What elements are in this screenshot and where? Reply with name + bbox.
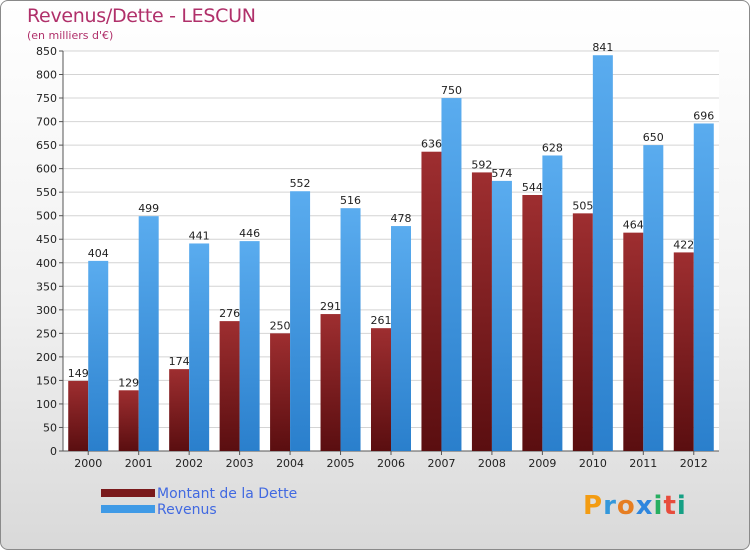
x-tick-label: 2008 — [478, 457, 506, 470]
bar-revenus — [340, 208, 361, 451]
bar-chart: 0 50 100 150 200 250 300 350 400 450 500 550 600 650 7… — [36, 41, 719, 470]
y-tick-label: 450 — [36, 233, 57, 246]
y-tick-label: 800 — [36, 69, 57, 82]
x-tick-label: 2004 — [276, 457, 304, 470]
legend-label-dette: Montant de la Dette — [157, 486, 298, 502]
data-label-dette: 592 — [471, 158, 492, 171]
bar-revenus — [138, 216, 159, 451]
bar-dette — [471, 172, 492, 452]
data-label-dette: 464 — [623, 219, 644, 232]
data-label-dette: 149 — [68, 367, 89, 380]
y-tick-label: 500 — [36, 210, 57, 223]
bar-dette — [421, 151, 442, 452]
bar-revenus — [189, 243, 210, 451]
data-label-revenus: 499 — [138, 202, 159, 215]
bar-revenus — [239, 241, 260, 451]
logo-letter: x — [635, 491, 654, 521]
y-tick-label: 600 — [36, 163, 57, 176]
y-tick-label: 650 — [36, 139, 57, 152]
data-label-dette: 544 — [522, 181, 543, 194]
data-label-revenus: 552 — [290, 177, 311, 190]
logo-letter: i — [676, 491, 687, 521]
bar-dette — [320, 314, 341, 451]
x-tick-label: 2012 — [680, 457, 708, 470]
y-tick-label: 0 — [50, 445, 57, 458]
chart-title: Revenus/Dette - LESCUN — [27, 5, 256, 27]
x-tick-label: 2001 — [125, 457, 153, 470]
data-label-dette: 129 — [118, 376, 139, 389]
bar-dette — [673, 252, 694, 451]
chart-subtitle: (en milliers d'€) — [27, 29, 114, 42]
data-label-dette: 636 — [421, 138, 442, 151]
data-label-revenus: 628 — [542, 141, 563, 154]
data-label-dette: 261 — [371, 314, 392, 327]
y-tick-label: 150 — [36, 374, 57, 387]
x-tick-label: 2005 — [327, 457, 355, 470]
y-tick-label: 350 — [36, 280, 57, 293]
data-label-revenus: 650 — [643, 131, 664, 144]
bar-dette — [169, 369, 190, 451]
legend-swatch-revenus — [101, 505, 155, 513]
x-tick-label: 2011 — [629, 457, 657, 470]
data-label-revenus: 441 — [189, 229, 210, 242]
x-tick-label: 2009 — [528, 457, 556, 470]
bar-dette — [270, 333, 291, 451]
bar-dette — [522, 195, 543, 451]
y-tick-label: 100 — [36, 398, 57, 411]
logo-letter: o — [616, 491, 636, 521]
proxiti-logo: Proxiti — [583, 491, 687, 521]
data-label-revenus: 478 — [391, 212, 412, 225]
bar-revenus — [391, 226, 411, 451]
data-label-revenus: 404 — [88, 247, 109, 260]
bar-dette — [371, 328, 391, 451]
bar-revenus — [441, 98, 462, 451]
bar-revenus — [542, 155, 563, 451]
data-label-revenus: 574 — [491, 167, 512, 180]
logo-letter: i — [653, 491, 664, 521]
data-label-dette: 505 — [572, 199, 593, 212]
x-tick-label: 2006 — [377, 457, 405, 470]
bar-dette — [572, 213, 593, 451]
y-tick-label: 250 — [36, 327, 57, 340]
legend-label-revenus: Revenus — [157, 502, 217, 518]
y-tick-label: 50 — [43, 421, 57, 434]
y-tick-label: 700 — [36, 116, 57, 129]
bar-dette — [219, 321, 240, 451]
data-label-revenus: 516 — [340, 194, 361, 207]
x-tick-label: 2010 — [579, 457, 607, 470]
data-label-dette: 250 — [270, 319, 291, 332]
bar-revenus — [592, 55, 613, 452]
data-label-revenus: 696 — [693, 109, 714, 122]
bar-revenus — [290, 191, 311, 451]
x-tick-label: 2007 — [427, 457, 455, 470]
data-label-revenus: 446 — [239, 227, 260, 240]
legend-swatch-dette — [101, 489, 155, 497]
data-label-revenus: 841 — [592, 41, 613, 54]
bar-revenus — [88, 260, 109, 451]
bar-revenus — [491, 180, 512, 451]
y-tick-label: 200 — [36, 351, 57, 364]
data-label-dette: 276 — [219, 307, 240, 320]
bar-revenus — [693, 123, 714, 452]
data-label-dette: 422 — [673, 238, 694, 251]
x-tick-label: 2003 — [226, 457, 254, 470]
x-tick-label: 2002 — [175, 457, 203, 470]
x-tick-label: 2000 — [74, 457, 102, 470]
y-tick-label: 750 — [36, 92, 57, 105]
y-tick-label: 300 — [36, 304, 57, 317]
logo-letter: P — [583, 491, 604, 521]
bar-dette — [118, 390, 139, 451]
logo-letter: r — [603, 491, 617, 521]
data-label-dette: 291 — [320, 300, 341, 313]
bar-dette — [623, 232, 644, 451]
y-tick-label: 850 — [36, 45, 57, 58]
bar-dette — [68, 380, 89, 451]
y-tick-label: 550 — [36, 186, 57, 199]
data-label-dette: 174 — [169, 355, 190, 368]
bar-revenus — [643, 145, 664, 451]
logo-letter: t — [663, 491, 677, 521]
data-label-revenus: 750 — [441, 84, 462, 97]
y-tick-label: 400 — [36, 257, 57, 270]
